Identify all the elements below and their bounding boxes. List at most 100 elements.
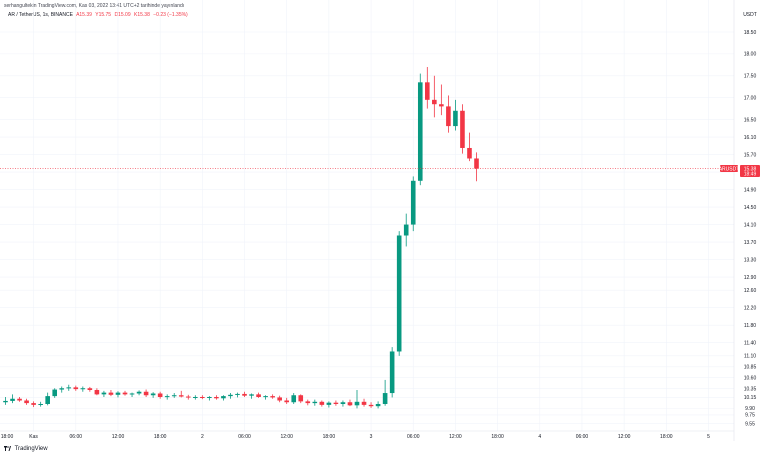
candle-body xyxy=(439,104,444,107)
price-tick-label: 9.75 xyxy=(745,413,755,419)
candle-body xyxy=(403,224,409,236)
legend-low: D15.09 xyxy=(114,12,131,18)
candle-body xyxy=(298,395,304,402)
candle-body xyxy=(361,401,367,405)
candle-body xyxy=(347,402,353,406)
candle-body xyxy=(3,400,8,403)
candle-body xyxy=(143,391,149,396)
legend-open: A15.39 xyxy=(76,12,92,18)
symbol-tag-label: ARUSDT xyxy=(719,166,740,172)
last-price-countdown: 18:49 xyxy=(744,172,757,178)
time-tick-label: 12:00 xyxy=(618,434,631,440)
candle-body xyxy=(136,391,142,394)
candle-body xyxy=(389,351,395,394)
last-price-tag xyxy=(740,165,760,178)
time-tick-label: Kas xyxy=(29,434,38,440)
price-axis-bg xyxy=(734,0,768,441)
candle-body xyxy=(228,394,233,397)
candle-body xyxy=(284,400,289,403)
chart-grid xyxy=(0,0,734,431)
time-tick-label: 18:00 xyxy=(1,434,14,440)
candle-body xyxy=(200,396,205,398)
legend-symbol: AR / TetherUS, 1s, BINANCE xyxy=(8,12,73,18)
candle-body xyxy=(66,387,72,389)
price-tick-label: 12.60 xyxy=(744,288,757,294)
candle-body xyxy=(474,158,479,169)
candle-body xyxy=(129,393,135,395)
time-tick-label: 06:00 xyxy=(407,434,420,440)
price-tick-label: 11.40 xyxy=(744,341,756,347)
candle-body xyxy=(333,402,339,404)
candle-body xyxy=(214,396,219,399)
candle-body xyxy=(193,396,198,398)
candle-body xyxy=(38,403,43,405)
candle-body xyxy=(178,395,184,397)
price-tick-label: 10.60 xyxy=(744,376,757,382)
time-tick-label: 18:00 xyxy=(323,434,336,440)
price-tick-label: 10.35 xyxy=(744,386,757,392)
candle-body xyxy=(319,401,325,405)
candle-body xyxy=(185,396,191,398)
time-tick-label: 3 xyxy=(370,434,373,440)
candle-body xyxy=(157,393,163,397)
chart-legend: AR / TetherUS, 1s, BINANCE A15.39 Y15.75… xyxy=(8,12,190,18)
candle-body xyxy=(45,396,50,404)
price-tick-label: 14.50 xyxy=(744,205,757,211)
time-tick-label: 18:00 xyxy=(660,434,673,440)
candle-body xyxy=(73,387,79,390)
candle-body xyxy=(417,82,423,181)
candle-body xyxy=(467,147,472,159)
price-tick-label: 10.15 xyxy=(744,395,757,401)
candle-body xyxy=(115,392,121,395)
candle-body xyxy=(354,401,360,406)
candle-body xyxy=(432,99,437,105)
legend-change: −0.23 (−1.35%) xyxy=(153,12,188,18)
price-tick-label: 14.90 xyxy=(744,187,757,193)
candle-body xyxy=(368,404,374,407)
price-tick-label: 12.20 xyxy=(744,306,757,312)
published-info: serhangultekin TradingView.com, Kas 03, … xyxy=(4,3,185,9)
candle-body xyxy=(256,394,261,397)
candle-body xyxy=(108,392,114,395)
last-price-value: 15.38 xyxy=(744,166,757,172)
price-tick-label: 13.30 xyxy=(744,257,757,263)
time-axis-ticks: 18:00 Kas 06:00 12:00 18:00 2 06:00 12:00 18:00 3… xyxy=(1,434,710,440)
time-tick-label: 18:00 xyxy=(154,434,167,440)
price-tick-label: 10.85 xyxy=(744,365,757,371)
candle-body xyxy=(446,106,451,127)
price-tick-label: 11.80 xyxy=(744,323,756,329)
price-tick-label: 16.50 xyxy=(744,117,757,123)
price-tick-label: 17.50 xyxy=(744,74,757,80)
candle-body xyxy=(305,401,311,404)
candle-body xyxy=(410,180,416,225)
price-tick-label: 13.70 xyxy=(744,240,757,246)
candle-body xyxy=(171,395,177,397)
time-tick-label: 12:00 xyxy=(112,434,125,440)
time-tick-label: 12:00 xyxy=(449,434,462,440)
candle-body xyxy=(122,392,128,395)
price-tick-label: 16.10 xyxy=(744,135,757,141)
candle-body xyxy=(242,393,247,396)
candle-body xyxy=(94,389,100,395)
candle-body xyxy=(270,396,275,398)
time-tick-label: 06:00 xyxy=(238,434,251,440)
candle-body xyxy=(249,394,254,396)
candle-body xyxy=(31,403,36,405)
price-tick-label: 18.50 xyxy=(744,30,757,36)
time-tick-label: 06:00 xyxy=(576,434,589,440)
candle-body xyxy=(10,398,15,401)
candle-body xyxy=(17,398,22,401)
candle-body xyxy=(80,388,86,390)
candle-body xyxy=(312,401,318,404)
price-tick-label: 11.10 xyxy=(744,354,756,360)
price-tick-label: 12.90 xyxy=(744,275,757,281)
time-tick-label: 5 xyxy=(707,434,710,440)
time-tick-label: 4 xyxy=(538,434,541,440)
candle-body xyxy=(101,392,107,395)
price-tick-label: 18.00 xyxy=(744,52,757,58)
candle-body xyxy=(235,393,240,395)
candles-layer xyxy=(3,67,479,409)
candle-body xyxy=(460,110,465,148)
